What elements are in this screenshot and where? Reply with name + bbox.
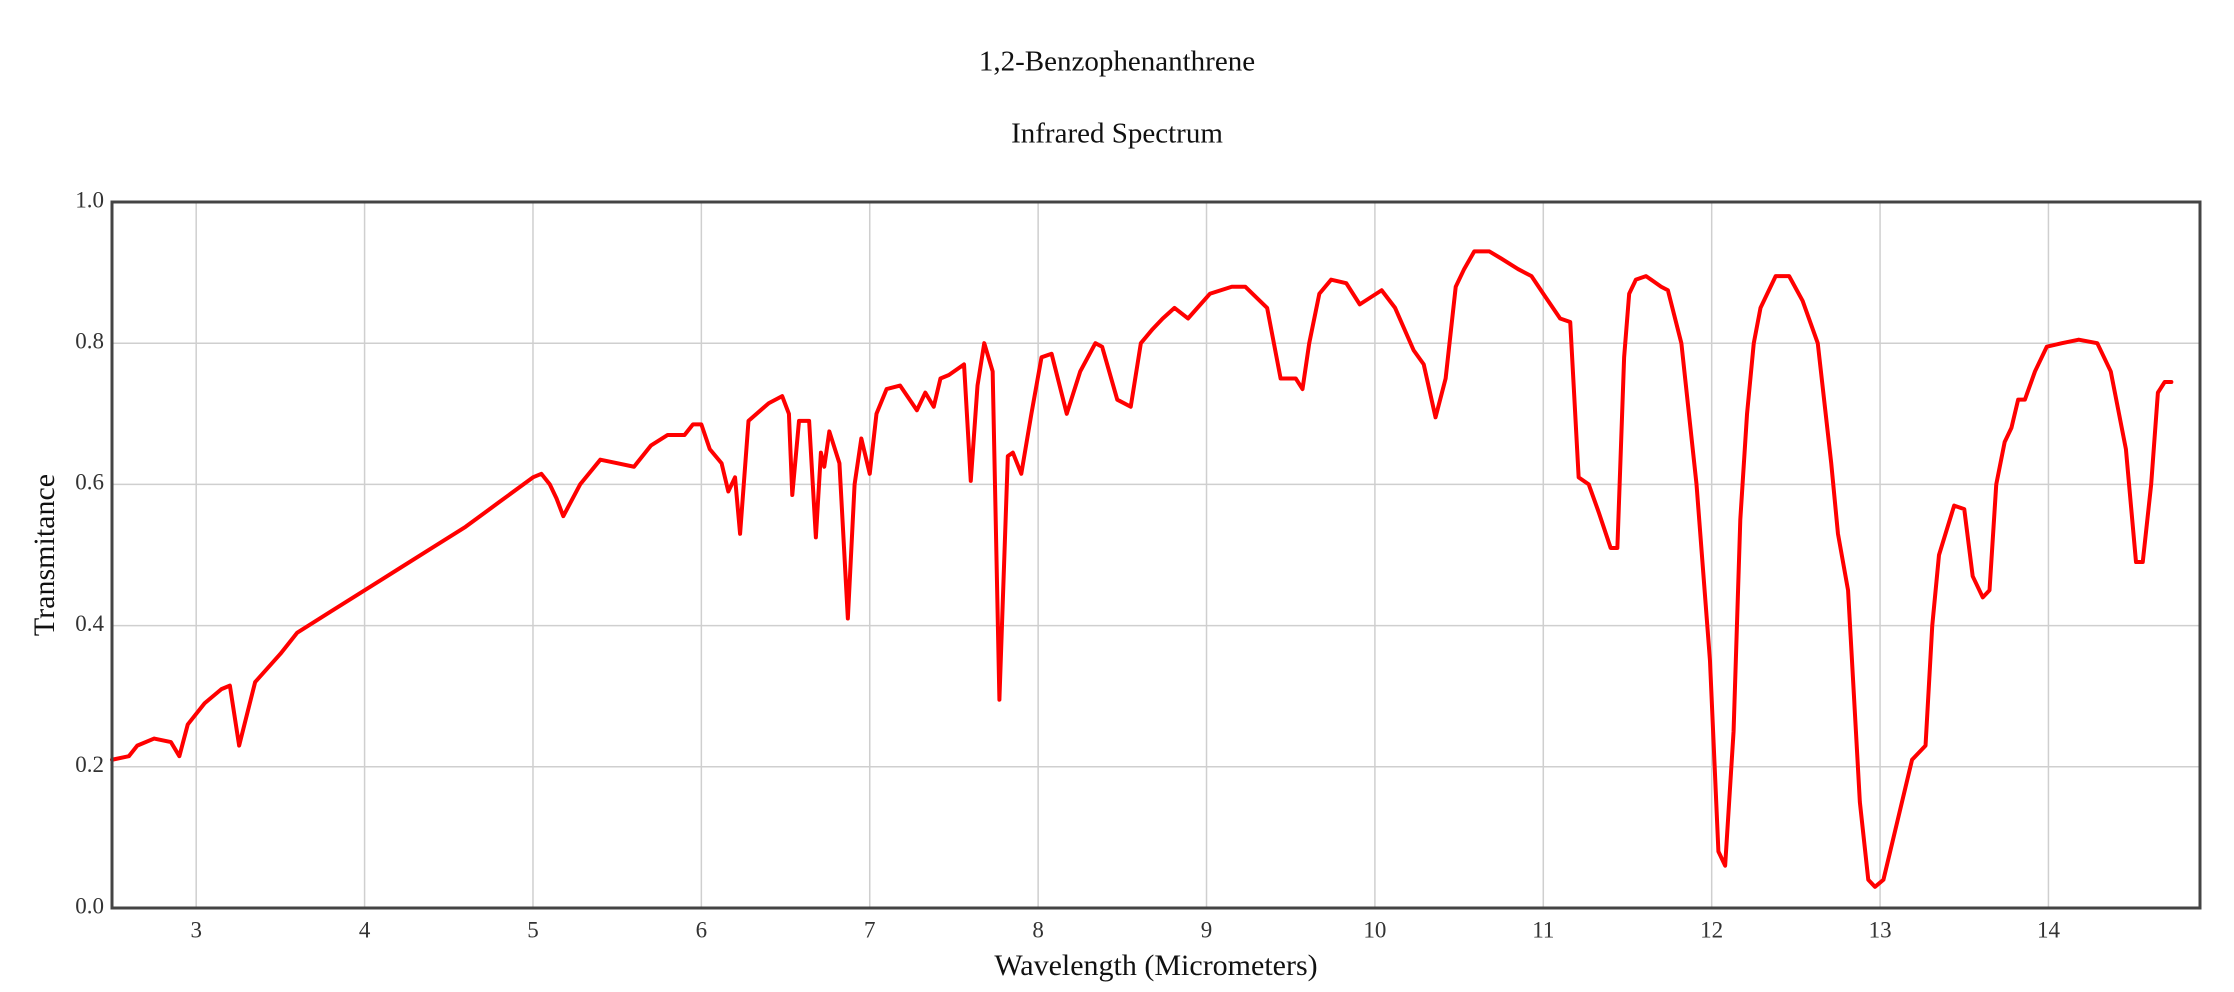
x-tick-label: 11 [1532, 917, 1554, 942]
x-tick-label: 7 [864, 917, 876, 942]
y-axis-label: Transmitance [28, 474, 61, 636]
x-tick-label: 9 [1201, 917, 1213, 942]
y-tick-label: 0.8 [75, 328, 104, 353]
y-tick-label: 0.0 [75, 893, 104, 918]
x-axis-label: Wavelength (Micrometers) [994, 949, 1317, 982]
chart-title: 1,2-Benzophenanthrene [979, 46, 1255, 78]
grid [112, 201, 2200, 909]
y-tick-label: 0.4 [75, 611, 104, 636]
y-tick-label: 1.0 [75, 187, 104, 212]
x-tick-label: 4 [359, 917, 371, 942]
x-tick-label: 10 [1363, 917, 1386, 942]
spectrum-line [110, 249, 2174, 889]
x-tick-label: 8 [1032, 917, 1044, 942]
y-tick-label: 0.6 [75, 470, 104, 495]
x-tick-label: 5 [527, 917, 539, 942]
x-tick-label: 6 [696, 917, 708, 942]
plot [110, 249, 2174, 889]
y-tick-label: 0.2 [75, 752, 104, 777]
x-tick-label: 14 [2037, 917, 2061, 942]
chart-subtitle: Infrared Spectrum [1011, 118, 1223, 150]
x-tick-label: 3 [190, 917, 202, 942]
x-tick-label: 13 [1869, 917, 1892, 942]
x-tick-label: 12 [1700, 917, 1723, 942]
plot-frame [110, 200, 2202, 910]
